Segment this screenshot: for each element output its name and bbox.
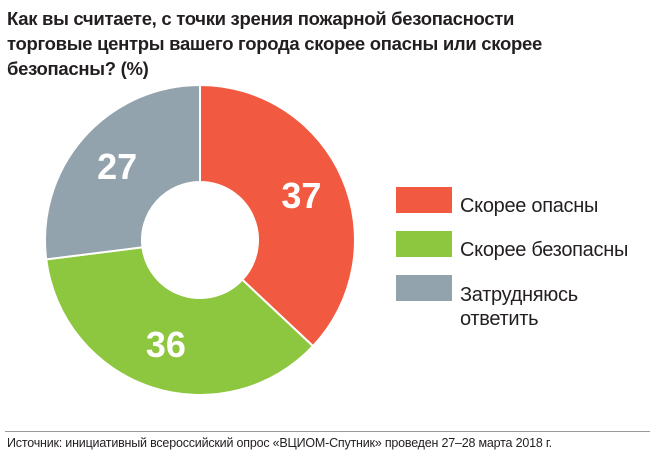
legend-label-dangerous: Скорее опасны: [460, 195, 599, 217]
donut-slice-undecided: [44, 83, 201, 261]
donut-slice-dangerous: [199, 83, 356, 348]
legend-label-undecided: Затрудняюсь: [460, 284, 578, 306]
legend-label-undecided-line2: ответить: [460, 308, 539, 330]
data-label-dangerous: 37: [281, 175, 321, 216]
source-note: Источник: инициативный всероссийский опр…: [7, 436, 552, 450]
legend-swatch-dangerous: [396, 187, 452, 213]
footer-divider: [5, 431, 650, 432]
data-label-safe: 36: [146, 324, 186, 365]
title-line: безопасны? (%): [7, 58, 149, 79]
legend-swatch-undecided: [396, 275, 452, 301]
donut-slice-safe: [45, 246, 315, 396]
title-line: торговые центры вашего города скорее опа…: [7, 33, 542, 54]
legend-swatch-safe: [396, 231, 452, 257]
chart-title: Как вы считаете, с точки зрения пожарной…: [7, 6, 637, 81]
title-line: Как вы считаете, с точки зрения пожарной…: [7, 8, 515, 29]
legend-label-safe: Скорее безопасны: [460, 239, 629, 261]
data-label-undecided: 27: [97, 146, 137, 187]
